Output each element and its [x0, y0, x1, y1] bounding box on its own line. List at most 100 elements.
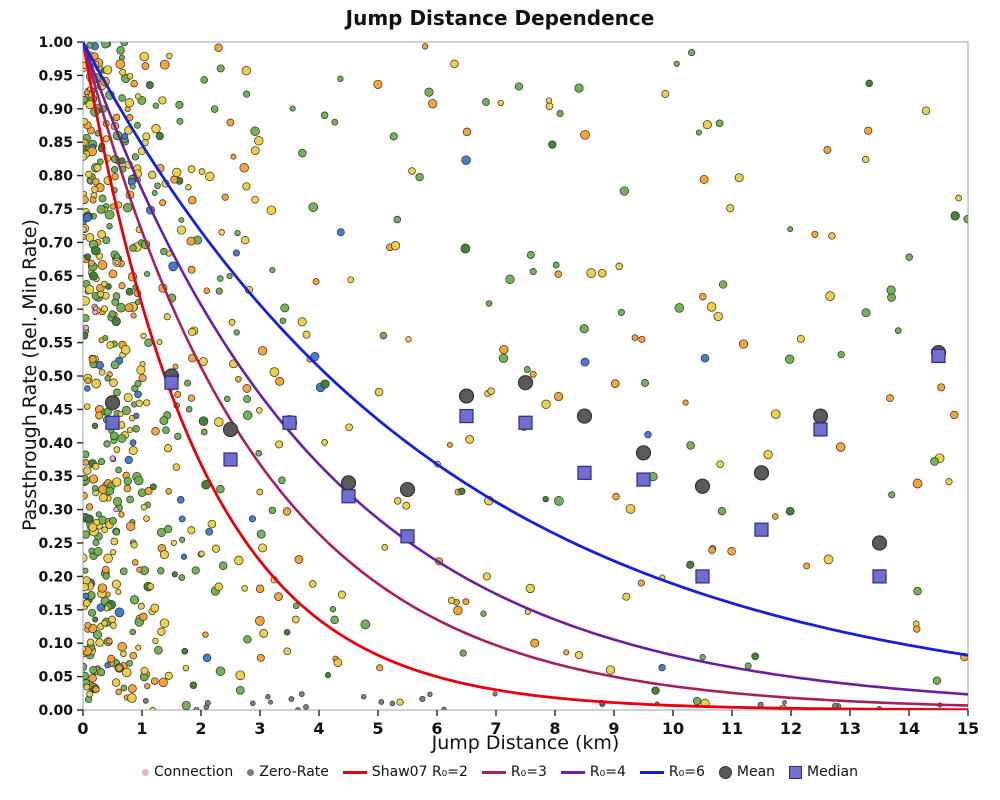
legend-label: R₀=3 [510, 764, 547, 780]
connection-point [84, 377, 92, 385]
mean-marker [399, 481, 416, 498]
connection-point [122, 202, 133, 213]
connection-point [185, 184, 192, 191]
connection-point [279, 317, 287, 324]
connection-point [143, 515, 150, 522]
connection-point [85, 170, 93, 178]
connection-point [187, 526, 196, 535]
mean-marker [222, 421, 239, 438]
connection-point [144, 270, 151, 278]
connection-point [158, 677, 168, 688]
connection-point [85, 233, 95, 242]
connection-point [548, 140, 557, 149]
connection-point [88, 608, 97, 617]
connection-point [155, 132, 164, 141]
connection-point [174, 432, 182, 441]
connection-point [275, 440, 284, 449]
x-tick-label: 3 [254, 719, 265, 738]
y-axis-label: Passthrough Rate (Rel. Min Rate) [19, 219, 41, 531]
plot-area: 0 1 2 3 4 5 6 7 8 9 10 11 12 13 14 150.000.050.100.150.… [38, 35, 979, 738]
y-tick-label: 0.80 [38, 169, 73, 185]
connection-point [641, 379, 649, 387]
median-marker [223, 452, 238, 467]
connection-point [283, 628, 291, 636]
connection-point [86, 177, 93, 184]
connection-point [198, 416, 209, 426]
mean-marker [753, 465, 770, 481]
connection-point [83, 662, 88, 672]
connection-point [514, 82, 524, 91]
connection-point [459, 649, 467, 657]
connection-point [189, 681, 198, 689]
connection-point [250, 126, 260, 137]
connection-point [178, 574, 186, 581]
connection-point [140, 666, 149, 675]
connection-point [121, 133, 129, 140]
median-marker [695, 569, 710, 584]
connection-point [308, 202, 319, 213]
connection-point [134, 380, 142, 388]
connection-point [218, 561, 228, 571]
connection-point [133, 121, 141, 129]
connection-point [86, 42, 94, 49]
y-tick-label: 0.15 [38, 603, 73, 619]
connection-point [149, 706, 156, 710]
connection-point [184, 379, 192, 387]
legend-item-mean: Mean [718, 764, 775, 780]
connection-point [92, 616, 99, 623]
connection-point [321, 439, 328, 446]
connection-point [579, 324, 589, 334]
connection-point [674, 303, 685, 313]
y-tick-label: 0.85 [38, 135, 73, 151]
connection-point [191, 566, 200, 575]
connection-point [421, 43, 429, 50]
connection-point [154, 645, 163, 655]
connection-point [393, 215, 402, 224]
connection-point [176, 117, 184, 125]
connection-point [216, 484, 225, 494]
connection-point [835, 442, 846, 452]
connection-point [83, 553, 88, 563]
connection-point [113, 446, 121, 453]
connection-point [162, 426, 170, 435]
mean-marker [871, 535, 888, 551]
connection-point [597, 268, 607, 278]
connection-point [88, 271, 99, 281]
y-tick-label: 0.30 [38, 503, 73, 519]
connection-point [164, 525, 173, 534]
connection-point [109, 378, 118, 388]
connection-point [108, 516, 117, 525]
y-tick-label: 0.95 [38, 68, 73, 84]
mean-marker [458, 388, 475, 404]
connection-point [187, 327, 197, 337]
connection-point [381, 544, 389, 551]
legend-marker-swatch [789, 765, 803, 779]
connection-point [465, 435, 474, 444]
y-tick-label: 0.05 [38, 670, 73, 686]
connection-point [638, 335, 646, 343]
connection-point [99, 493, 108, 503]
connection-point [266, 205, 277, 215]
connection-point [84, 284, 95, 295]
connection-point [233, 329, 240, 336]
connection-point [112, 292, 121, 300]
connection-point [329, 606, 337, 613]
connection-point [482, 98, 490, 106]
connection-point [688, 49, 696, 57]
connection-point [241, 236, 250, 245]
mean-marker [517, 375, 534, 391]
y-tick-label: 0.55 [38, 336, 73, 352]
connection-point [251, 195, 259, 204]
zero-rate-point [295, 707, 301, 710]
x-tick-label: 10 [662, 719, 684, 738]
zero-rate-point [303, 704, 309, 710]
y-tick-label: 0.10 [38, 636, 73, 652]
connection-point [115, 588, 122, 595]
legend-marker-swatch [247, 768, 255, 776]
connection-point [912, 478, 923, 489]
connection-point [166, 52, 173, 60]
connection-point [132, 424, 140, 433]
x-tick-label: 11 [721, 719, 743, 738]
connection-point [100, 305, 109, 313]
connection-point [178, 515, 186, 523]
